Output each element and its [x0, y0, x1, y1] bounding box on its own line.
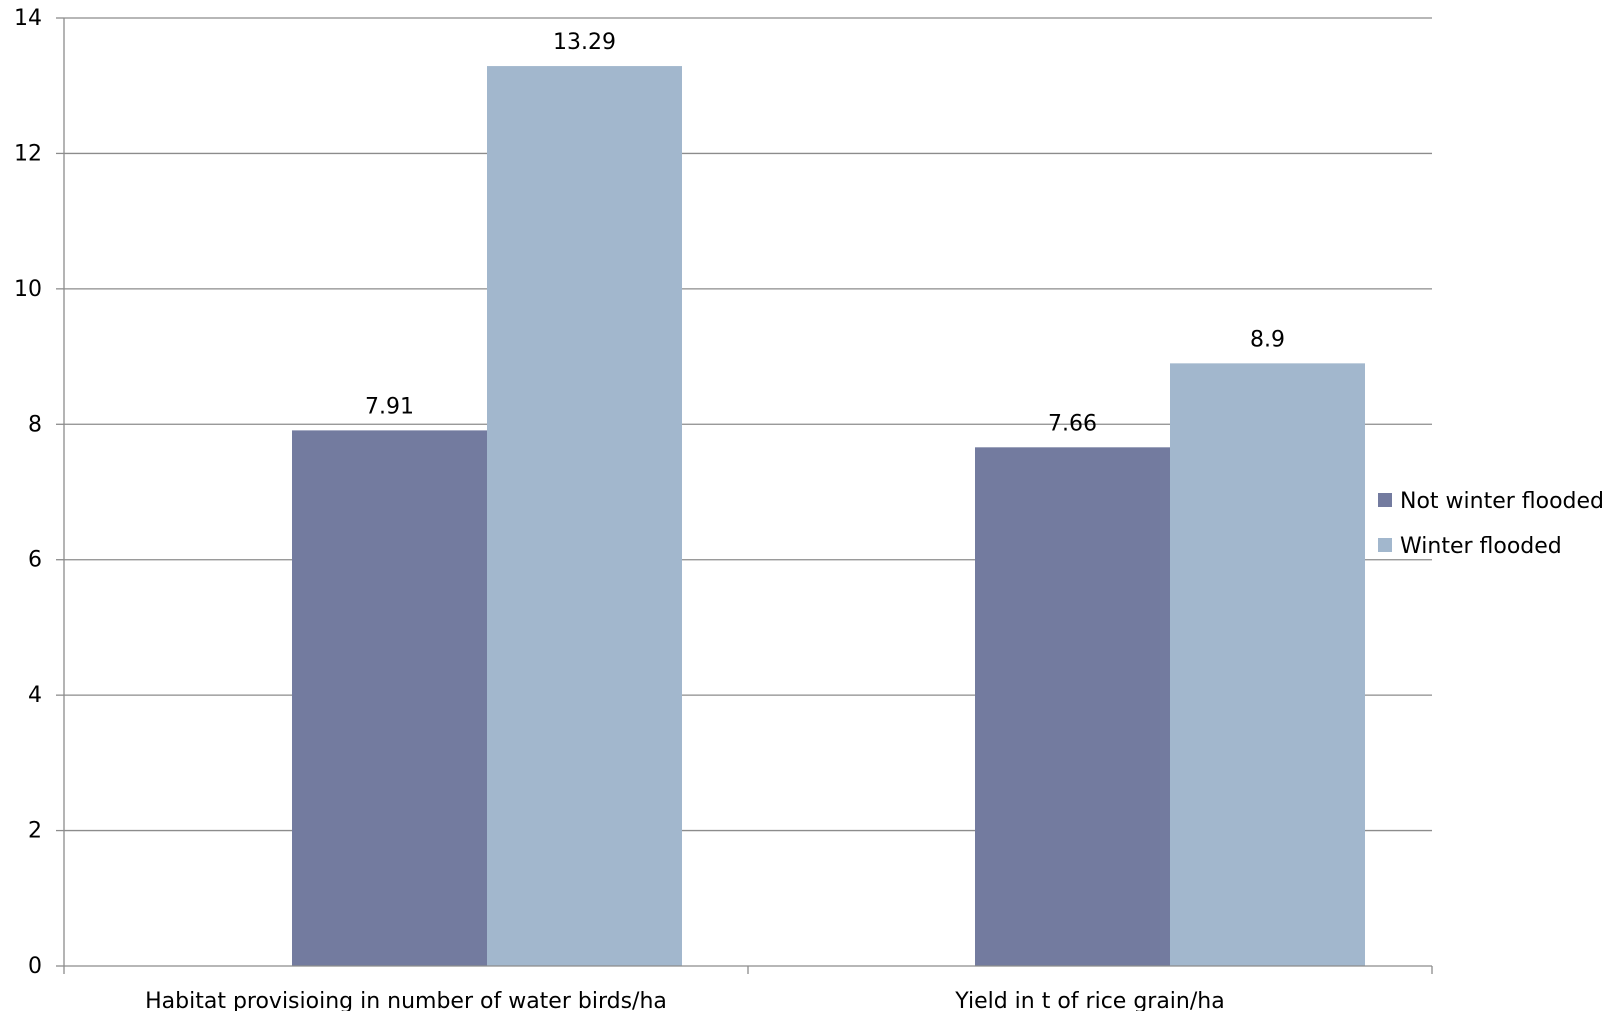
- bar: [1170, 363, 1365, 966]
- data-labels: 7.91 13.29 7.66 8.9: [365, 30, 1285, 436]
- x-category-label: Habitat provisioing in number of water b…: [145, 989, 667, 1011]
- legend-label: Winter flooded: [1400, 534, 1562, 559]
- legend-swatch: [1378, 493, 1392, 507]
- y-tick-label: 12: [14, 141, 42, 166]
- data-label: 13.29: [553, 30, 616, 55]
- x-category-label: Yield in t of rice grain/ha: [954, 989, 1224, 1011]
- y-tick-label: 10: [14, 277, 42, 302]
- bars: [292, 66, 1365, 966]
- y-tick-label: 2: [28, 819, 42, 844]
- bar: [487, 66, 682, 966]
- y-tick-label: 8: [28, 412, 42, 437]
- legend-swatch: [1378, 538, 1392, 552]
- data-label: 7.66: [1048, 411, 1097, 436]
- axes: 0 2 4 6 8 10 12 14 Habitat provisioing in number…: [14, 6, 1433, 1014]
- y-tick-label: 14: [14, 6, 42, 31]
- legend: Not winter flooded Winter flooded: [1378, 489, 1604, 559]
- y-tick-label: 4: [28, 683, 42, 708]
- bar: [975, 447, 1170, 966]
- bar: [292, 430, 487, 966]
- legend-label: Not winter flooded: [1400, 489, 1604, 514]
- y-tick-label: 0: [28, 954, 42, 979]
- data-label: 7.91: [365, 394, 414, 419]
- data-label: 8.9: [1250, 327, 1285, 352]
- y-tick-label: 6: [28, 548, 42, 573]
